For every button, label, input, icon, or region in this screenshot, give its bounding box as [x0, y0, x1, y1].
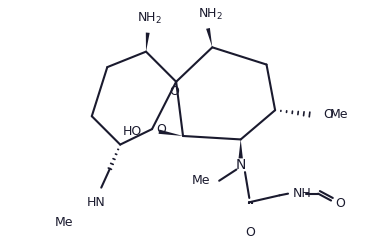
Polygon shape	[159, 130, 183, 136]
Text: O: O	[323, 108, 333, 121]
Text: O: O	[335, 197, 345, 210]
Polygon shape	[206, 28, 212, 47]
Text: NH$_2$: NH$_2$	[137, 11, 162, 26]
Text: O: O	[245, 226, 255, 237]
Text: HN: HN	[87, 196, 105, 209]
Text: O: O	[169, 85, 179, 98]
Text: N: N	[236, 158, 246, 172]
Polygon shape	[146, 32, 150, 52]
Text: Me: Me	[192, 174, 211, 187]
Text: Me: Me	[54, 216, 73, 228]
Text: O: O	[157, 123, 166, 136]
Text: NH: NH	[292, 187, 311, 200]
Polygon shape	[239, 139, 243, 158]
Text: NH$_2$: NH$_2$	[198, 6, 223, 22]
Text: Me: Me	[330, 108, 349, 121]
Text: HO: HO	[122, 125, 142, 138]
